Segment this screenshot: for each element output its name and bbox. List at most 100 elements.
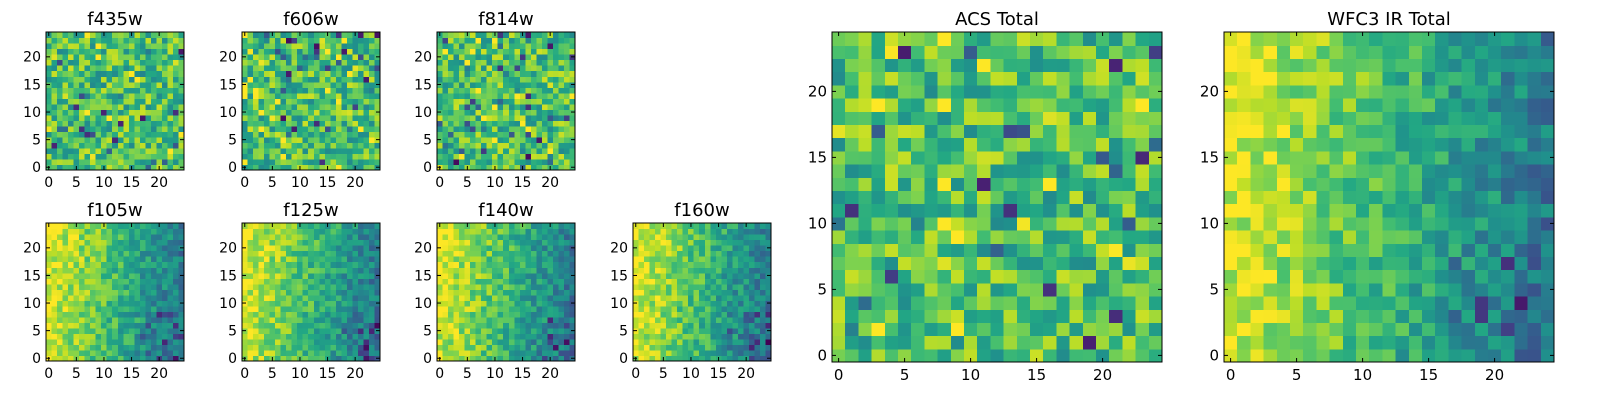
heatmap-cell xyxy=(112,98,119,105)
heatmap-cell xyxy=(286,322,293,329)
heatmap-cell xyxy=(346,338,353,346)
heatmap-cell xyxy=(330,261,337,268)
heatmap-cell xyxy=(519,267,526,274)
heatmap-cell xyxy=(156,349,163,357)
heatmap-cell xyxy=(699,228,706,235)
heatmap-cell xyxy=(275,109,282,116)
heatmap-cell xyxy=(1016,243,1031,257)
heatmap-cell xyxy=(346,43,353,50)
heatmap-cell xyxy=(95,153,102,160)
heatmap-cell xyxy=(486,245,493,252)
heatmap-cell xyxy=(145,65,152,72)
heatmap-cell xyxy=(726,239,733,246)
heatmap-cell xyxy=(90,32,97,39)
heatmap-cell xyxy=(649,245,656,252)
heatmap-cell xyxy=(79,153,86,160)
heatmap-cell xyxy=(145,355,152,362)
heatmap-cell xyxy=(90,344,97,351)
heatmap-cell xyxy=(964,256,978,271)
heatmap-cell xyxy=(357,250,365,257)
heatmap-cell xyxy=(117,43,124,50)
heatmap-cell xyxy=(139,136,146,143)
heatmap-cell xyxy=(832,256,846,271)
heatmap-cell xyxy=(437,98,444,105)
heatmap-cell xyxy=(368,333,376,340)
heatmap-cell xyxy=(558,65,565,72)
heatmap-cell xyxy=(470,131,477,138)
heatmap-cell xyxy=(330,267,337,274)
heatmap-cell xyxy=(73,245,80,252)
heatmap-cell xyxy=(1096,309,1110,323)
heatmap-cell xyxy=(90,234,97,241)
heatmap-cell xyxy=(503,131,510,138)
heatmap-cell xyxy=(313,65,320,72)
heatmap-cell xyxy=(106,223,113,230)
heatmap-cell xyxy=(330,338,337,346)
heatmap-cell xyxy=(704,322,711,329)
heatmap-cell xyxy=(1082,269,1097,284)
heatmap-cell xyxy=(486,120,493,127)
heatmap-cell xyxy=(319,228,326,235)
heatmap-cell xyxy=(699,355,706,362)
heatmap-cell xyxy=(264,289,271,296)
heatmap-cell xyxy=(286,65,293,72)
heatmap-cell xyxy=(481,153,488,160)
heatmap-cell xyxy=(275,114,282,121)
heatmap-cell xyxy=(46,283,53,290)
heatmap-cell xyxy=(964,216,978,231)
heatmap-cell xyxy=(275,142,282,149)
heatmap-cell xyxy=(90,142,97,149)
heatmap-cell xyxy=(710,311,717,318)
heatmap-cell xyxy=(84,311,91,318)
heatmap-cell xyxy=(357,158,365,166)
heatmap-cell xyxy=(46,65,53,72)
heatmap-cell xyxy=(46,114,53,121)
heatmap-cell xyxy=(269,261,276,268)
heatmap-cell xyxy=(759,256,767,263)
heatmap-cell xyxy=(541,272,548,279)
heatmap-cell xyxy=(330,223,337,230)
heatmap-cell xyxy=(73,349,80,357)
heatmap-cell xyxy=(448,355,455,362)
heatmap-cell xyxy=(1016,282,1031,297)
heatmap-cell xyxy=(503,311,510,318)
panel-title: f814w xyxy=(478,9,533,30)
heatmap-cell xyxy=(134,125,141,132)
heatmap-cell xyxy=(335,103,342,110)
heatmap-cell xyxy=(330,131,337,138)
heatmap-cell xyxy=(453,283,460,290)
heatmap-cell xyxy=(638,234,645,241)
heatmap-cell xyxy=(525,142,532,149)
heatmap-cell xyxy=(368,120,376,127)
heatmap-cell xyxy=(101,54,108,61)
heatmap-cell xyxy=(715,305,722,312)
heatmap-cell xyxy=(84,228,91,235)
heatmap-cell xyxy=(530,37,537,44)
heatmap-cell xyxy=(644,300,651,307)
heatmap-cell xyxy=(464,311,471,318)
heatmap-cell xyxy=(514,142,521,149)
heatmap-cell xyxy=(470,76,477,83)
x-tick-label: 10 xyxy=(95,366,113,382)
heatmap-cell xyxy=(346,283,353,290)
heatmap-cell xyxy=(172,349,180,357)
heatmap-cell xyxy=(178,294,185,301)
heatmap-cell xyxy=(536,32,543,39)
heatmap-cell xyxy=(90,114,97,121)
y-tick-label: 5 xyxy=(423,324,432,340)
heatmap-cell xyxy=(682,228,689,235)
heatmap-cell xyxy=(62,37,69,44)
heatmap-cell xyxy=(313,338,320,346)
heatmap-cell xyxy=(68,125,75,132)
heatmap-cell xyxy=(368,283,376,290)
heatmap-cell xyxy=(79,327,86,334)
heatmap-cell xyxy=(497,37,504,44)
heatmap-cell xyxy=(638,256,645,263)
heatmap-cell xyxy=(101,120,108,127)
heatmap-cell xyxy=(84,267,91,274)
heatmap-cell xyxy=(704,223,711,230)
heatmap-cell xyxy=(519,43,526,50)
heatmap-cell xyxy=(112,228,119,235)
heatmap-cell xyxy=(62,278,69,285)
heatmap-cell xyxy=(90,239,97,246)
